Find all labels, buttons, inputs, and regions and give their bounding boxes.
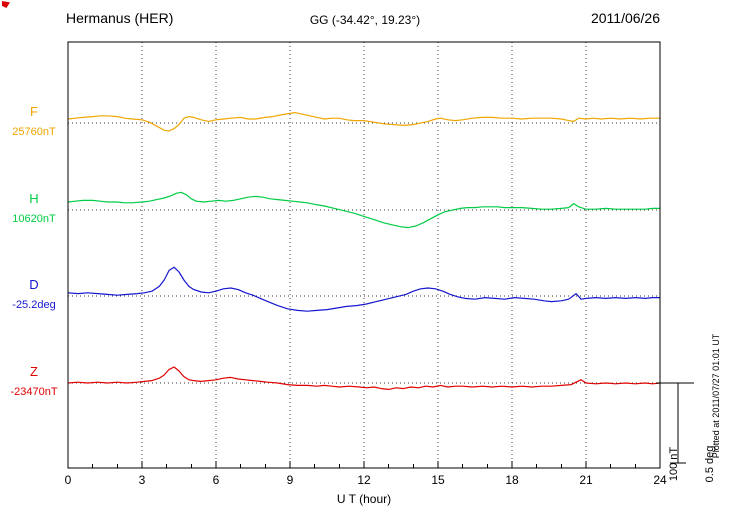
component-label-Z: Z: [30, 364, 38, 379]
component-basevalue-Z: -23470nT: [10, 386, 58, 398]
x-tick-label-21: 21: [579, 473, 593, 487]
x-tick-label-24: 24: [653, 473, 667, 487]
corner-artifact-mark: [2, 1, 10, 8]
x-tick-label-12: 12: [357, 473, 371, 487]
trace-Z: [67, 366, 661, 390]
component-basevalue-H: 10620nT: [12, 213, 56, 225]
component-basevalue-D: -25.2deg: [12, 299, 56, 311]
date-label: 2011/06/26: [590, 10, 660, 26]
plotted-at-note: Plotted at 2011/07/27 01:01 UT: [711, 333, 721, 459]
station-title: Hermanus (HER): [66, 10, 174, 26]
scale-bar-nt-label: 100 nT: [668, 446, 680, 482]
component-label-F: F: [30, 104, 38, 119]
x-tick-label-6: 6: [212, 473, 220, 487]
x-axis-title: U T (hour): [336, 492, 392, 506]
component-basevalue-F: 25760nT: [12, 126, 56, 138]
component-label-D: D: [29, 277, 39, 292]
component-label-H: H: [29, 191, 39, 206]
trace-D: [67, 266, 661, 312]
x-tick-label-0: 0: [64, 473, 72, 487]
trace-F: [67, 111, 661, 132]
x-tick-label-3: 3: [138, 473, 146, 487]
x-tick-label-9: 9: [286, 473, 294, 487]
trace-H: [67, 191, 661, 229]
x-tick-label-15: 15: [431, 473, 445, 487]
x-tick-label-18: 18: [505, 473, 519, 487]
geographic-coordinates-label: GG (-34.42°, 19.23°): [309, 13, 421, 27]
